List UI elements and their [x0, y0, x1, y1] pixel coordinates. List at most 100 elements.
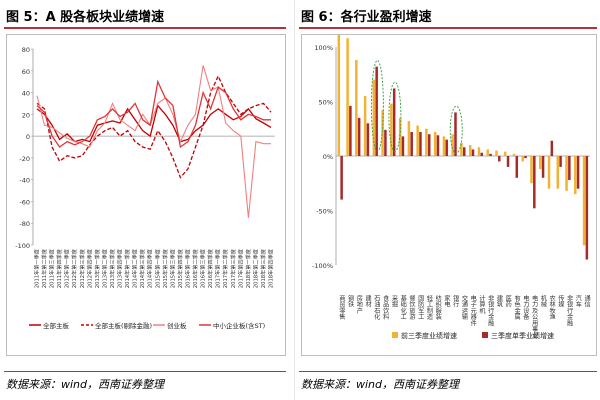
- bar-2: [489, 153, 492, 156]
- bar-1: [530, 156, 533, 184]
- bar-2: [576, 156, 580, 189]
- series-line-2: [36, 74, 272, 179]
- y-tick-label: 40: [22, 90, 30, 98]
- y-tick-label: 100%: [314, 44, 333, 52]
- y-tick-label: -20: [19, 155, 30, 163]
- x-tick-label: 采掘: [390, 294, 397, 308]
- x-tick-label: 2015年第三季度: [168, 249, 176, 288]
- x-tick-label: 国防军工: [417, 295, 424, 320]
- x-tick-label: 2018年第四季度: [267, 249, 275, 288]
- bar-2: [480, 152, 484, 156]
- bar-1: [565, 156, 568, 191]
- legend-label-1: 前三季度业绩增速: [401, 331, 457, 340]
- bar-chart: -100% -50% 0% 50% 100% 商贸零售 钢铁 房地产 建材 石油石化 食品饮料 采掘基…: [312, 33, 590, 340]
- x-tick-label: 2015年第一季度: [153, 249, 161, 288]
- x-tick-label: 电力设备: [522, 294, 529, 321]
- left-chart-box: -100 -80 -60 -40 -20 0 20 40 60 80 2011年第一季度 2011年第…: [6, 34, 286, 356]
- bar-1: [582, 156, 586, 246]
- x-tick-label: 有色金属: [513, 294, 520, 321]
- x-tick-label: 2016年第三季度: [199, 249, 207, 288]
- x-tick-label: 传媒: [557, 294, 564, 308]
- legend-swatch-2: [482, 332, 488, 338]
- bar-1: [495, 150, 498, 156]
- bar-1: [556, 156, 560, 189]
- bar-2: [498, 156, 501, 162]
- y-tick-label: -80: [19, 220, 30, 228]
- left-panel: 图 5：A 股各板块业绩增速 -100 -80 -60 -40 -20 0 20 40 60 80…: [0, 0, 290, 400]
- x-tick-label: 2016年第一季度: [183, 249, 191, 288]
- bar-2: [366, 123, 370, 156]
- x-tick-label: 2011年第二季度: [40, 249, 48, 288]
- x-tick-label: 机械: [539, 294, 546, 308]
- x-tick-label: 2014年第二季度: [131, 249, 139, 288]
- bar-2: [349, 105, 352, 156]
- left-source-rule: [4, 371, 286, 372]
- x-tick-label: 医药: [504, 295, 511, 309]
- y-tick-label: -40: [19, 177, 30, 185]
- right-chart-title: 图 6：各行业盈利增速: [301, 10, 432, 25]
- right-source-note: 数据来源：wind，西南证券整理: [301, 378, 460, 391]
- bar-1: [381, 110, 384, 156]
- bar-1: [547, 156, 551, 189]
- x-tick-label: 2016年第二季度: [191, 249, 199, 288]
- x-tick-label: 非银行金融: [487, 294, 494, 327]
- bar-2: [506, 156, 510, 167]
- bar-1: [407, 121, 411, 156]
- bar-2: [541, 156, 545, 178]
- x-tick-label: 交通运输: [461, 294, 468, 321]
- bar-2: [401, 136, 405, 156]
- bar-2: [568, 156, 571, 180]
- bar-1: [363, 96, 367, 156]
- bar-2: [427, 134, 431, 156]
- y-tick-label: 0%: [323, 153, 333, 161]
- bar-1: [521, 156, 525, 162]
- x-tick-label: 非银行金融: [566, 294, 573, 327]
- series-line-4: [36, 79, 271, 149]
- bar-1: [398, 117, 402, 156]
- y-tick-label: 50%: [319, 99, 333, 107]
- left-source-note: 数据来源：wind，西南证券整理: [6, 378, 165, 391]
- series-line-3: [36, 65, 271, 218]
- bar-2: [384, 129, 387, 156]
- legend-label-4: 中小企业板(含ST): [213, 321, 265, 330]
- right-panel: 图 6：各行业盈利增速 -100% -50% 0% 50% 100% 商贸零售 钢铁 房地产建…: [294, 0, 600, 400]
- y-tick-label: 80: [22, 46, 30, 54]
- x-tick-label: 2017年第一季度: [214, 249, 222, 288]
- x-tick-label: 建材: [364, 294, 371, 307]
- x-tick-label: 银行: [452, 294, 459, 308]
- bar-2: [471, 149, 475, 156]
- x-tick-label: 2014年第三季度: [138, 249, 146, 288]
- bar-1: [503, 151, 507, 156]
- bar-1: [442, 136, 446, 156]
- x-tick-label: 2013年第一季度: [93, 249, 101, 288]
- x-tick-label: 食品饮料: [382, 294, 389, 321]
- bar-1: [425, 128, 428, 156]
- x-tick-label: 2012年第三季度: [78, 249, 86, 288]
- x-tick-label: 2015年第四季度: [176, 249, 184, 288]
- y-tick-label: -100%: [312, 262, 333, 270]
- x-tick-label: 商贸零售: [338, 294, 345, 321]
- x-tick-label: 2017年第四季度: [236, 249, 244, 288]
- x-tick-label: 电力及公用事业: [531, 294, 538, 338]
- legend-swatch-1: [392, 332, 398, 338]
- x-tick-label: 2013年第三季度: [108, 249, 116, 288]
- bar-2: [375, 66, 378, 156]
- bar-2: [585, 156, 589, 260]
- bar-1: [574, 156, 577, 195]
- x-tick-label: 2017年第三季度: [229, 249, 237, 288]
- left-title-rule: [4, 27, 286, 29]
- series-line-1: [36, 104, 272, 143]
- y-tick-label: -50%: [316, 208, 333, 216]
- bar-2: [559, 156, 562, 167]
- x-tick-label: 2017年第二季度: [221, 249, 229, 288]
- x-tick-label: 2018年第一季度: [244, 249, 252, 288]
- bar-2: [445, 139, 448, 156]
- x-tick-label: 农林牧渔: [548, 294, 555, 321]
- bar-1: [468, 145, 472, 156]
- y-tick-label: 60: [22, 68, 30, 76]
- x-tick-label: 2018年第三季度: [259, 249, 267, 288]
- x-tick-label: 通信: [583, 294, 590, 308]
- y-tick-label: 0: [26, 133, 30, 141]
- y-tick-label: 20: [22, 111, 30, 119]
- legend-label-3: 创业板: [167, 321, 187, 330]
